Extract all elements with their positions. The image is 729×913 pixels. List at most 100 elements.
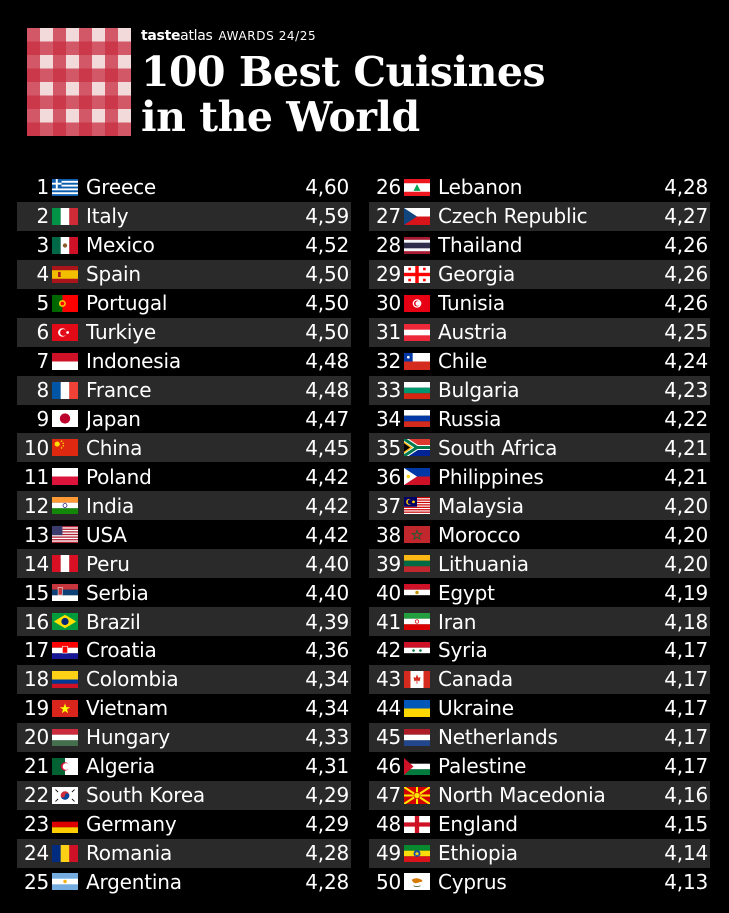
country-name: Iran: [438, 609, 477, 634]
malaysia-flag-icon: [404, 497, 430, 515]
cuisine-score: 4,27: [664, 204, 708, 229]
ranking-row-colombia: 18 Colombia 4,34: [17, 664, 351, 694]
italy-flag-icon: [52, 207, 78, 225]
ranking-row-japan: 9 Japan 4,47: [17, 405, 351, 434]
ranking-row-england: 48 England 4,15: [369, 810, 710, 839]
cuisine-score: 4,20: [664, 551, 708, 576]
georgia-flag-icon: [404, 265, 430, 283]
rank-number: 49: [375, 841, 401, 866]
rank-number: 48: [375, 812, 401, 837]
cuisine-score: 4,14: [664, 841, 708, 866]
ranking-row-malaysia: 37 Malaysia 4,20: [369, 491, 710, 521]
morocco-flag-icon: [404, 526, 430, 544]
rank-number: 41: [375, 609, 401, 634]
cuisine-score: 4,42: [305, 522, 349, 547]
country-name: Canada: [438, 667, 513, 692]
ranking-row-austria: 31 Austria 4,25: [369, 317, 710, 347]
country-name: Netherlands: [438, 725, 558, 750]
north-macedonia-flag-icon: [404, 786, 430, 804]
country-name: Germany: [86, 812, 177, 837]
ranking-row-egypt: 40 Egypt 4,19: [369, 578, 710, 607]
ranking-row-argentina: 25 Argentina 4,28: [17, 868, 351, 897]
rank-number: 15: [23, 580, 49, 605]
rank-number: 6: [36, 320, 49, 345]
country-name: Hungary: [86, 725, 171, 750]
ranking-row-usa: 13 USA 4,42: [17, 520, 351, 549]
ranking-row-lithuania: 39 Lithuania 4,20: [369, 549, 710, 579]
cuisine-score: 4,34: [305, 667, 349, 692]
cuisine-score: 4,40: [305, 580, 349, 605]
cuisine-score: 4,42: [305, 464, 349, 489]
lebanon-flag-icon: [404, 178, 430, 196]
cuisine-score: 4,34: [305, 696, 349, 721]
title-line-1: 100 Best Cuisines: [141, 48, 546, 96]
country-name: Lebanon: [438, 175, 523, 200]
rank-number: 9: [36, 406, 49, 431]
england-flag-icon: [404, 815, 430, 833]
cuisine-score: 4,23: [664, 378, 708, 403]
country-name: Ukraine: [438, 696, 514, 721]
ranking-row-italy: 2 Italy 4,59: [17, 201, 351, 231]
czech-republic-flag-icon: [404, 207, 430, 225]
country-name: Chile: [438, 349, 488, 374]
rank-number: 42: [375, 638, 401, 663]
rank-number: 17: [23, 638, 49, 663]
iran-flag-icon: [404, 613, 430, 631]
ranking-row-georgia: 29 Georgia 4,26: [369, 259, 710, 289]
ranking-row-peru: 14 Peru 4,40: [17, 549, 351, 579]
header: tasteatlas AWARDS 24/25 100 Best Cuisines…: [0, 0, 729, 165]
rank-number: 46: [375, 754, 401, 779]
cuisine-score: 4,40: [305, 551, 349, 576]
ranking-row-cyprus: 50 Cyprus 4,13: [369, 868, 710, 897]
ranking-row-indonesia: 7 Indonesia 4,48: [17, 347, 351, 376]
rank-number: 22: [23, 783, 49, 808]
rank-number: 1: [36, 175, 49, 200]
rank-number: 13: [23, 522, 49, 547]
country-name: Malaysia: [438, 493, 524, 518]
cyprus-flag-icon: [404, 873, 430, 891]
ranking-row-germany: 23 Germany 4,29: [17, 810, 351, 839]
ranking-column-left: 1 Greece 4,60 2 Italy 4,59 3 Mexico 4,52 4 Spain 4,…: [17, 173, 351, 896]
lithuania-flag-icon: [404, 555, 430, 573]
ranking-row-india: 12 India 4,42: [17, 491, 351, 521]
page-title: 100 Best Cuisines in the World: [141, 50, 711, 140]
rank-number: 36: [375, 464, 401, 489]
ranking-row-chile: 32 Chile 4,24: [369, 347, 710, 376]
ranking-row-syria: 42 Syria 4,17: [369, 636, 710, 665]
philippines-flag-icon: [404, 468, 430, 486]
cuisine-score: 4,28: [305, 869, 349, 894]
brand-line: tasteatlas AWARDS 24/25: [141, 28, 316, 48]
country-name: Georgia: [438, 262, 516, 287]
country-name: Czech Republic: [438, 204, 588, 229]
rank-number: 7: [36, 349, 49, 374]
cuisine-score: 4,59: [305, 204, 349, 229]
ranking-row-vietnam: 19 Vietnam 4,34: [17, 694, 351, 723]
rank-number: 18: [23, 667, 49, 692]
ranking-row-poland: 11 Poland 4,42: [17, 462, 351, 491]
cuisine-score: 4,26: [664, 262, 708, 287]
ranking-row-brazil: 16 Brazil 4,39: [17, 607, 351, 636]
ranking-row-palestine: 46 Palestine 4,17: [369, 752, 710, 781]
country-name: North Macedonia: [438, 783, 606, 808]
cuisine-score: 4,17: [664, 696, 708, 721]
ranking-row-croatia: 17 Croatia 4,36: [17, 636, 351, 665]
country-name: Austria: [438, 320, 508, 345]
country-name: Syria: [438, 638, 488, 663]
cuisine-score: 4,26: [664, 233, 708, 258]
country-name: Morocco: [438, 522, 521, 547]
rank-number: 37: [375, 493, 401, 518]
country-name: Croatia: [86, 638, 157, 663]
japan-flag-icon: [52, 410, 78, 428]
cuisine-score: 4,24: [664, 349, 708, 374]
country-name: Ethiopia: [438, 841, 518, 866]
country-name: Cyprus: [438, 869, 507, 894]
rank-number: 14: [23, 551, 49, 576]
tunisia-flag-icon: [404, 294, 430, 312]
cuisine-score: 4,50: [305, 320, 349, 345]
colombia-flag-icon: [52, 670, 78, 688]
rank-number: 5: [36, 291, 49, 316]
rank-number: 31: [375, 320, 401, 345]
tablecloth-logo: [27, 28, 131, 136]
brand-name-bold: taste: [141, 28, 181, 44]
spain-flag-icon: [52, 265, 78, 283]
